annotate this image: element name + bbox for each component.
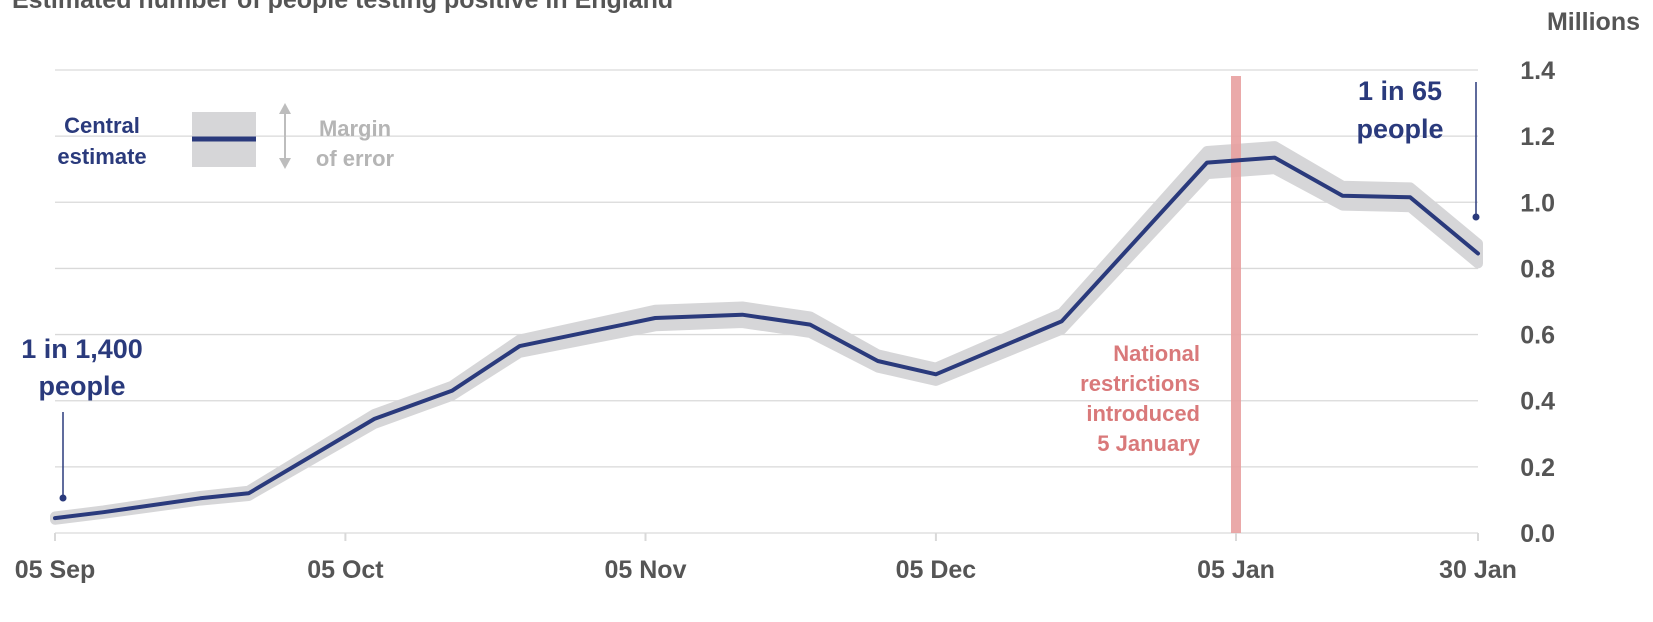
y-tick-label: 0.4 (1520, 388, 1555, 416)
restriction-label-line: introduced (1086, 401, 1200, 426)
legend-arrow-down-icon (279, 158, 291, 169)
y-tick-label: 0.0 (1520, 520, 1555, 548)
margin-of-error-area (50, 141, 1483, 525)
central-estimate-line (53, 155, 1480, 521)
legend-central-label: Central (64, 113, 140, 138)
legend-central-label: estimate (57, 144, 146, 169)
x-tick-label: 30 Jan (1439, 556, 1517, 584)
y-axis-units-label: Millions (1547, 8, 1640, 36)
end-annotation-line: people (1356, 114, 1443, 144)
start-annotation-dot (59, 494, 67, 502)
y-tick-label: 1.2 (1520, 123, 1555, 151)
restriction-label-line: National (1113, 341, 1200, 366)
x-tick-label: 05 Oct (307, 556, 384, 584)
end-annotation-dot (1472, 213, 1480, 221)
restriction-marker: National restrictions introduced 5 January (1080, 76, 1241, 533)
margin-of-error-band (50, 141, 1483, 525)
gridlines (55, 69, 1478, 534)
x-tick-label: 05 Dec (896, 556, 977, 584)
start-annotation-line: 1 in 1,400 (21, 334, 143, 364)
x-tick-label: 05 Sep (15, 556, 96, 584)
restriction-date-bar (1230, 76, 1241, 533)
restriction-label-line: 5 January (1097, 431, 1200, 456)
legend-margin-label: Margin (319, 116, 391, 141)
y-tick-label: 0.8 (1520, 255, 1555, 283)
y-tick-label: 0.6 (1520, 322, 1555, 350)
legend-arrow-up-icon (279, 103, 291, 114)
x-tick-label: 05 Nov (605, 556, 687, 584)
annotations: 1 in 1,400 people 1 in 65 people (21, 76, 1480, 502)
axes: 0.0 0.2 0.4 0.6 0.8 1.0 1.2 1.4 05 Sep 05 Oct 05 N… (15, 57, 1555, 584)
end-annotation-line: 1 in 65 (1358, 76, 1442, 106)
y-tick-label: 0.2 (1520, 454, 1555, 482)
y-tick-label: 1.0 (1520, 189, 1555, 217)
chart-title: Estimated number of people testing posit… (12, 0, 673, 14)
y-tick-label: 1.4 (1520, 57, 1555, 85)
central-estimate-path (53, 155, 1480, 521)
x-tick-label: 05 Jan (1197, 556, 1275, 584)
start-annotation-line: people (38, 371, 125, 401)
restriction-label-line: restrictions (1080, 371, 1200, 396)
legend: Central estimate Margin of error (57, 103, 395, 171)
legend-margin-label: of error (316, 146, 395, 171)
